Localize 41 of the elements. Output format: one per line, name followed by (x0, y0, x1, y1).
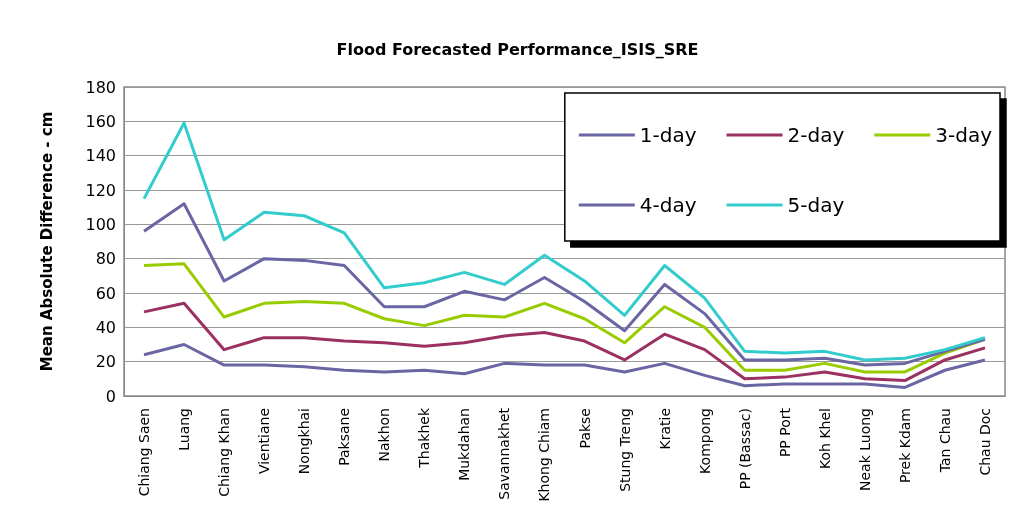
x-tick-label: Kompong (696, 408, 713, 474)
y-tick-label: 160 (85, 111, 116, 131)
y-tick-label: 0 (105, 386, 116, 406)
y-tick-label: 80 (95, 249, 116, 269)
line-series (142, 301, 987, 383)
y-tick-label: 180 (85, 77, 116, 97)
y-tick-label: 20 (95, 352, 116, 372)
x-tick-label: Nakhon (376, 408, 393, 462)
y-tick-label: 100 (85, 214, 116, 234)
line-series (142, 343, 987, 389)
chart-title: Flood Forecasted Performance_ISIS_SRE (336, 39, 699, 59)
x-tick-label: Tan Chau (936, 408, 953, 474)
x-tick-label: Pakse (576, 408, 593, 449)
x-tick-label: Kratie (656, 408, 673, 450)
x-tick-label: Neak Luong (856, 408, 873, 491)
x-tick-label: Prek Kdam (896, 408, 913, 484)
legend-label: 4-day (639, 193, 697, 217)
x-tick-label: Stung Treng (616, 408, 633, 492)
x-tick-label: Khong Chiam (536, 408, 553, 502)
y-tick-label: 120 (85, 180, 116, 200)
legend-label: 5-day (787, 193, 845, 217)
x-tick-label: Nongkhai (296, 408, 313, 475)
x-tick-label: Savannakhet (496, 407, 513, 500)
y-tick-label: 140 (85, 146, 116, 166)
x-tick-label: PP Port (776, 407, 793, 458)
y-tick-label: 40 (95, 317, 116, 337)
x-tick-label: Paksane (336, 408, 353, 466)
legend-label: 3-day (935, 123, 993, 147)
x-tick-label: Mukdahan (456, 408, 473, 481)
x-tick-label: Chau Doc (976, 408, 993, 476)
x-tick-label: Chiang Khan (216, 408, 233, 497)
y-axis-title: Mean Absolute Difference - cm (37, 111, 56, 372)
x-tick-label: Koh Khel (816, 408, 833, 469)
x-tick-label: Luang (176, 408, 193, 451)
x-tick-label: Thakhek (416, 407, 433, 469)
legend-label: 2-day (787, 123, 845, 147)
x-tick-label: PP (Bassac) (736, 408, 753, 490)
legend-label: 1-day (639, 123, 697, 147)
x-tick-label: Vientiane (256, 408, 273, 475)
y-tick-label: 60 (95, 283, 116, 303)
x-tick-label: Chiang Saen (136, 408, 153, 497)
